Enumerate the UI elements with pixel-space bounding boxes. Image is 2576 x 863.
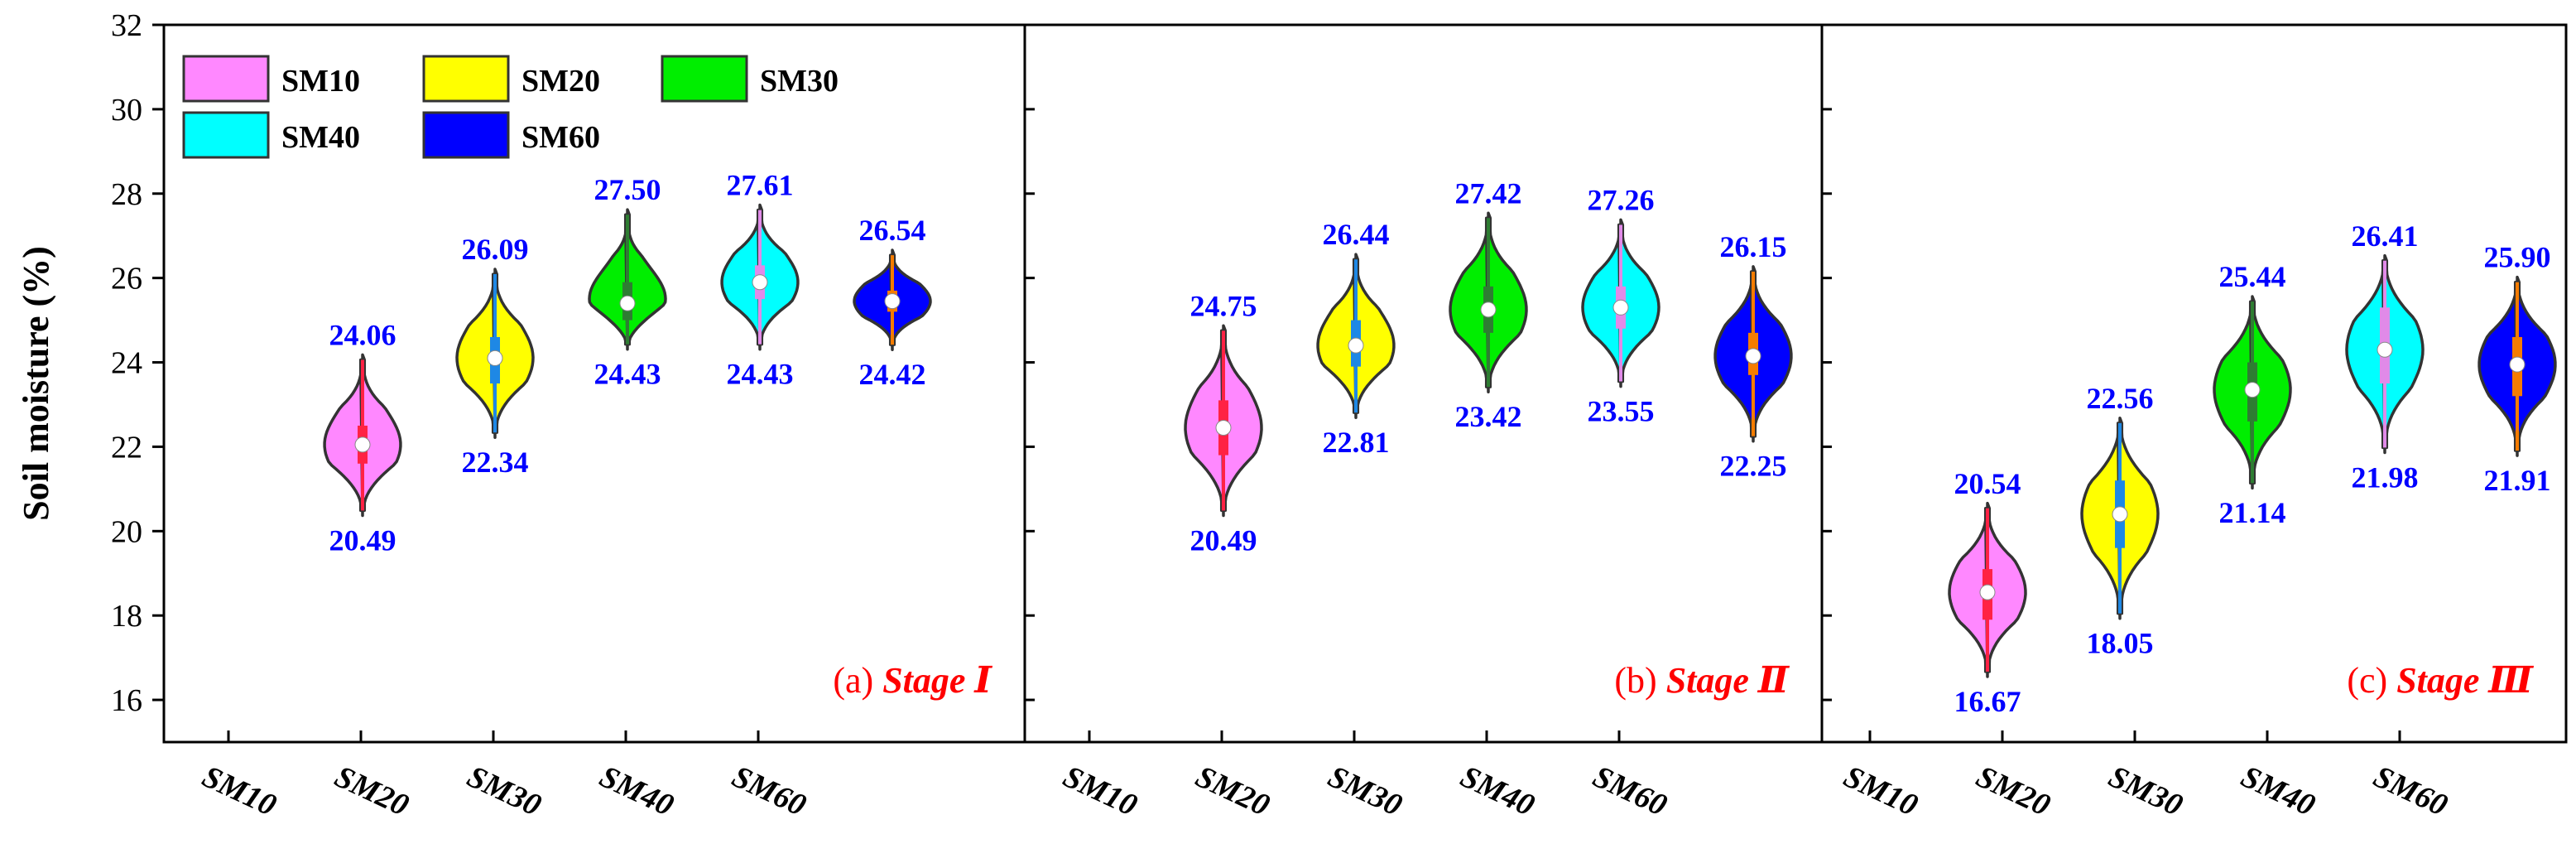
min-label-SM40: 24.43: [727, 358, 794, 391]
median-dot-SM30: [2244, 382, 2261, 398]
panel-frame-2: [1023, 23, 1824, 744]
median-dot-SM60: [884, 293, 901, 310]
min-label-SM10: 20.49: [1190, 523, 1257, 557]
min-label-SM60: 21.91: [2484, 464, 2551, 497]
x-tick-label-SM30: SM30: [2103, 759, 2188, 822]
x-tick-label-SM10: SM10: [1838, 759, 1923, 822]
legend-swatch-SM60: [422, 111, 510, 159]
y-tick-label-22: 22: [111, 430, 142, 465]
legend-swatch-SM10: [182, 55, 270, 103]
median-dot-SM20: [1348, 337, 1364, 354]
y-tick-label-18: 18: [111, 599, 142, 634]
max-label-SM60: 25.90: [2484, 241, 2551, 274]
median-dot-SM40: [752, 274, 768, 291]
panel-label-stage: Stage Ⅲ: [2396, 660, 2534, 701]
min-label-SM20: 22.81: [1323, 426, 1390, 459]
x-tick-label-SM20: SM20: [1190, 759, 1275, 822]
x-tick-label-SM30: SM30: [462, 759, 546, 822]
median-dot-SM30: [1480, 301, 1497, 318]
x-tick-label-SM40: SM40: [2236, 759, 2320, 822]
max-label-SM40: 26.41: [2352, 219, 2419, 253]
median-dot-SM20: [487, 350, 503, 366]
max-label-SM30: 27.42: [1455, 176, 1522, 210]
panel-label-prefix: (c): [2347, 660, 2396, 701]
x-tick-label-SM60: SM60: [2368, 759, 2453, 822]
max-label-SM30: 27.50: [594, 173, 661, 206]
legend-label-SM40: SM40: [281, 120, 360, 155]
median-dot-SM10: [354, 436, 371, 453]
legend-label-SM60: SM60: [521, 120, 600, 155]
x-tick-label-SM60: SM60: [727, 759, 811, 822]
y-tick-label-24: 24: [111, 346, 142, 381]
max-label-SM30: 25.44: [2219, 260, 2286, 293]
median-dot-SM60: [1745, 348, 1761, 364]
max-label-SM20: 26.44: [1323, 218, 1390, 251]
legend-label-SM20: SM20: [521, 64, 600, 99]
x-tick-label-SM40: SM40: [1455, 759, 1540, 822]
legend: SM10 SM20 SM30 SM40 SM60: [182, 55, 839, 159]
min-label-SM40: 23.55: [1588, 394, 1655, 427]
y-axis-title: Soil moisture (%): [16, 246, 56, 521]
panel-label-stage: Stage Ⅰ: [882, 660, 992, 701]
max-label-SM60: 26.15: [1720, 230, 1787, 263]
min-label-SM20: 22.34: [462, 446, 529, 479]
panel-label-2: (b) Stage Ⅱ: [1614, 660, 1790, 701]
median-dot-SM60: [2509, 356, 2526, 373]
max-label-SM60: 26.54: [859, 214, 926, 247]
min-label-SM10: 16.67: [1954, 685, 2021, 718]
x-tick-label-SM20: SM20: [1971, 759, 2055, 822]
min-label-SM10: 20.49: [329, 523, 396, 557]
legend-swatch-SM30: [661, 55, 748, 103]
median-dot-SM20: [2112, 506, 2128, 523]
x-tick-label-SM20: SM20: [329, 759, 414, 822]
min-label-SM40: 21.98: [2352, 460, 2419, 494]
y-tick-label-28: 28: [111, 177, 142, 212]
legend-label-SM30: SM30: [760, 64, 839, 99]
panel-frame-3: [1820, 23, 2568, 744]
value-labels: (a) Stage Ⅰ 24.06 20.49 26.09 22.34 27.50 24.4…: [329, 169, 2551, 718]
panel-label-3: (c) Stage Ⅲ: [2347, 660, 2534, 701]
panel-label-prefix: (a): [833, 660, 882, 701]
max-label-SM10: 24.75: [1190, 289, 1257, 322]
legend-swatch-SM40: [182, 111, 270, 159]
panel-label-stage: Stage Ⅱ: [1666, 660, 1790, 701]
max-label-SM20: 26.09: [462, 233, 529, 266]
median-dot-SM10: [1979, 584, 1996, 600]
median-dot-SM40: [1612, 299, 1629, 316]
max-label-SM10: 20.54: [1954, 467, 2021, 500]
min-label-SM30: 24.43: [594, 358, 661, 391]
min-label-SM60: 24.42: [859, 358, 926, 391]
min-label-SM60: 22.25: [1720, 450, 1787, 483]
median-dot-SM30: [619, 295, 636, 311]
median-dot-SM10: [1215, 419, 1232, 436]
panel-label-prefix: (b): [1614, 660, 1665, 701]
legend-swatch-SM20: [422, 55, 510, 103]
median-dot-SM40: [2377, 341, 2393, 358]
y-tick-label-26: 26: [111, 262, 142, 297]
x-tick-label-SM40: SM40: [594, 759, 679, 822]
max-label-SM40: 27.61: [727, 169, 794, 202]
x-tick-label-SM10: SM10: [1058, 759, 1142, 822]
x-tick-label-SM30: SM30: [1323, 759, 1407, 822]
max-label-SM20: 22.56: [2087, 382, 2154, 415]
y-tick-label-16: 16: [111, 683, 142, 718]
y-tick-label-32: 32: [111, 8, 142, 43]
min-label-SM30: 23.42: [1455, 400, 1522, 433]
y-tick-label-30: 30: [111, 93, 142, 128]
x-tick-label-SM60: SM60: [1588, 759, 1672, 822]
y-tick-label-20: 20: [111, 514, 142, 549]
panel-label-1: (a) Stage Ⅰ: [833, 660, 992, 701]
max-label-SM40: 27.26: [1588, 183, 1655, 216]
legend-label-SM10: SM10: [281, 64, 360, 99]
x-tick-label-SM10: SM10: [197, 759, 281, 822]
max-label-SM10: 24.06: [329, 318, 396, 351]
violins: [323, 203, 2557, 678]
min-label-SM20: 18.05: [2087, 627, 2154, 660]
min-label-SM30: 21.14: [2219, 496, 2286, 529]
